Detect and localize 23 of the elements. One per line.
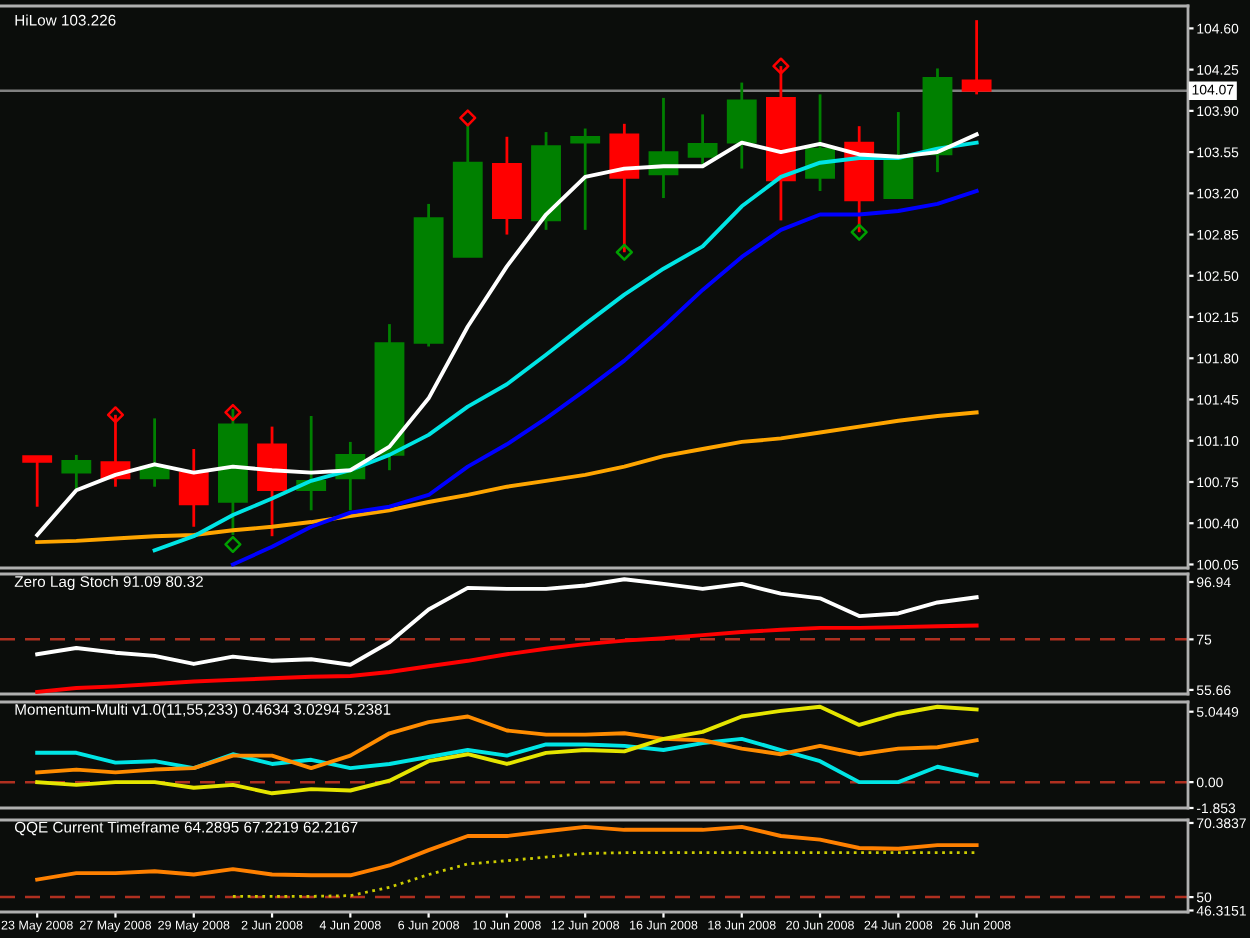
line-series [35, 410, 979, 545]
candlestick [883, 110, 914, 200]
candlestick [178, 447, 209, 529]
candlestick [961, 18, 992, 96]
point [224, 403, 242, 422]
line-series [152, 140, 979, 553]
point [850, 223, 868, 241]
line-series [230, 189, 979, 567]
candlestick [687, 113, 718, 168]
point [106, 406, 125, 424]
line-series [35, 623, 979, 694]
line-series [35, 714, 979, 775]
line-series [231, 851, 979, 898]
candlestick [257, 425, 287, 538]
candlestick [61, 453, 92, 492]
candlestick [22, 454, 53, 509]
line-series [35, 736, 979, 785]
point [224, 535, 242, 554]
candlestick [570, 127, 601, 232]
candlestick [726, 81, 757, 170]
point [772, 57, 790, 75]
point [459, 109, 477, 127]
point [615, 243, 633, 261]
